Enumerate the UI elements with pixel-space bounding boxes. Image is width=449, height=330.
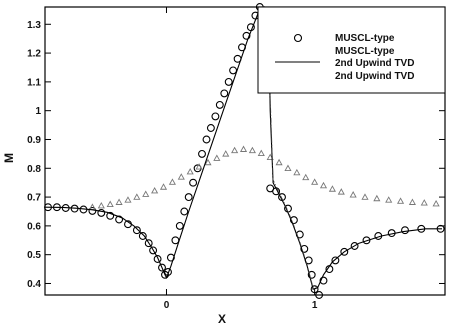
x-axis-label: X [218, 312, 226, 326]
series-3 [44, 5, 442, 290]
series-line [44, 5, 442, 290]
legend: MUSCL-type MUSCL-type 2nd Upwind TVD 2nd… [257, 6, 446, 94]
y-tick-label: 0.8 [27, 164, 41, 175]
data-point-triangle [97, 201, 105, 209]
legend-box [257, 6, 446, 94]
data-point-triangle [293, 168, 301, 176]
data-point-circle [180, 207, 189, 216]
data-point-circle [202, 135, 211, 144]
data-point-triangle [328, 185, 336, 192]
data-point-triangle [420, 199, 428, 206]
legend-label-2: MUSCL-type [335, 46, 395, 57]
data-point-circle [315, 291, 324, 299]
legend-marker-circle [293, 33, 303, 43]
data-point-triangle [177, 173, 185, 180]
data-point-circle [97, 208, 106, 217]
axis-ticks: 0.4 0.5 0.6 0.7 0.8 0.9 1 1.1 1.2 1.3 0 1 [27, 7, 445, 311]
data-point-circle [242, 31, 251, 40]
data-point-triangle [432, 199, 440, 207]
data-point-circle [132, 226, 141, 235]
y-tick-label: 0.5 [27, 250, 41, 261]
data-point-circle [166, 253, 175, 262]
data-point-circle [362, 236, 371, 245]
series-layer [44, 3, 445, 299]
data-point-circle [175, 221, 184, 230]
data-point-circle [289, 216, 298, 225]
data-point-circle [144, 239, 153, 248]
data-point-circle [153, 255, 162, 263]
data-point-triangle [213, 154, 221, 161]
data-point-triangle [284, 164, 292, 171]
data-point-circle [401, 226, 409, 235]
data-point-circle [319, 276, 328, 285]
data-point-triangle [115, 198, 123, 205]
data-point-circle [189, 178, 198, 187]
data-point-circle [184, 193, 193, 202]
data-point-triangle [159, 183, 168, 190]
data-point-triangle [124, 196, 132, 203]
data-point-triangle [106, 200, 114, 207]
y-tick-label: 0.7 [27, 193, 41, 204]
data-point-circle [211, 112, 220, 121]
series-2 [88, 145, 440, 210]
data-point-triangle [168, 178, 176, 185]
data-point-triangle [231, 146, 239, 154]
legend-label-1: MUSCL-type [335, 33, 395, 44]
x-tick-label: 0 [164, 300, 170, 311]
data-point-circle [350, 242, 359, 250]
data-point-circle [215, 100, 224, 109]
data-point-circle [307, 270, 316, 279]
data-point-triangle [408, 198, 416, 205]
y-tick-label: 1 [35, 106, 41, 117]
data-point-triangle [373, 194, 381, 202]
data-point-triangle [311, 178, 319, 185]
data-point-triangle [319, 181, 328, 189]
data-point-triangle [275, 158, 283, 166]
y-tick-label: 1.2 [27, 49, 41, 60]
legend-label-3: 2nd Upwind TVD [335, 58, 414, 69]
data-point-triangle [337, 188, 345, 195]
y-tick-label: 0.6 [27, 221, 41, 232]
legend-label-4: 2nd Upwind TVD [335, 71, 414, 82]
data-point-circle [138, 232, 147, 240]
data-point-triangle [186, 168, 194, 175]
data-point-triangle [222, 150, 230, 157]
data-point-triangle [204, 158, 212, 166]
data-point-circle [206, 124, 215, 132]
data-point-triangle [349, 191, 357, 198]
data-point-circle [106, 211, 115, 220]
data-point-circle [164, 268, 172, 276]
data-point-triangle [361, 193, 369, 200]
data-point-circle [198, 149, 206, 158]
data-point-triangle [248, 146, 256, 154]
data-point-triangle [239, 145, 248, 152]
y-tick-label: 1.3 [27, 20, 41, 31]
data-point-circle [300, 244, 309, 253]
data-point-triangle [396, 197, 405, 204]
y-axis-label: M [2, 153, 16, 163]
series-line [258, 6, 318, 289]
data-point-circle [331, 256, 340, 265]
data-point-circle [158, 263, 166, 272]
data-point-circle [224, 77, 233, 86]
series-4 [258, 6, 318, 289]
data-point-triangle [133, 193, 141, 200]
data-point-triangle [257, 149, 265, 156]
y-tick-label: 0.4 [27, 279, 41, 290]
data-point-circle [340, 247, 349, 256]
data-point-triangle [385, 196, 393, 203]
data-point-circle [310, 285, 319, 294]
data-point-triangle [195, 163, 203, 170]
data-point-triangle [151, 187, 159, 194]
data-point-triangle [302, 173, 310, 181]
data-point-circle [115, 215, 124, 224]
y-tick-label: 1.1 [27, 77, 41, 88]
data-point-circle [149, 246, 158, 255]
data-point-triangle [142, 190, 150, 197]
data-point-circle [220, 89, 229, 98]
x-tick-label: 1 [312, 300, 318, 311]
y-tick-label: 0.9 [27, 135, 41, 146]
